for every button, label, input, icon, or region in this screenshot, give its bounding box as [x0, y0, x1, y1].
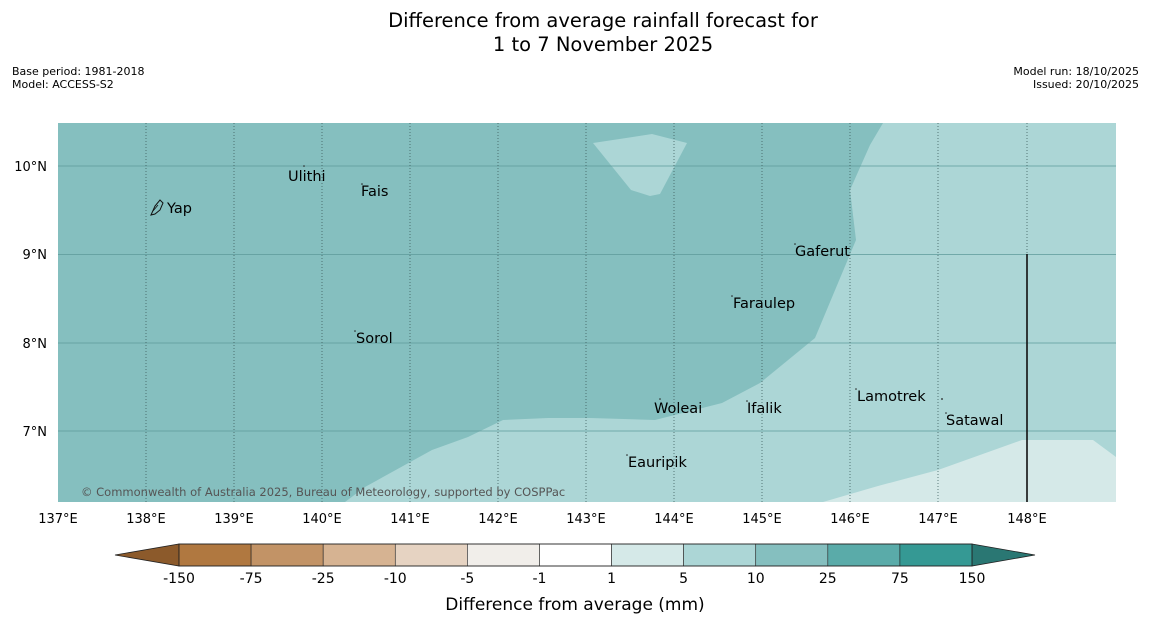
issued-text: Issued: 20/10/2025 — [1032, 78, 1139, 91]
lon-label-148e: 148°E — [1007, 512, 1047, 527]
colorbar-box — [683, 543, 757, 567]
lat-label-7n: 7°N — [23, 425, 48, 440]
island-dots — [303, 165, 947, 456]
colorbar-tick-label: 25 — [819, 571, 837, 587]
colorbar: -150 -75 -25 -10 -5 -1 1 5 10 25 75 150 Difference … — [114, 543, 1036, 615]
meta-right: Model run: 18/10/2025 Issued: 20/10/2025 — [1013, 65, 1139, 91]
colorbar-extend-low — [114, 543, 180, 567]
place-eauripik: Eauripik — [628, 455, 687, 471]
model-text: Model: ACCESS-S2 — [12, 78, 114, 91]
colorbar-box — [899, 543, 973, 567]
colorbar-tick-label: -75 — [240, 571, 263, 587]
colorbar-box — [539, 543, 612, 567]
longitude-labels: 137°E 138°E 139°E 140°E 141°E 142°E 143°… — [38, 512, 1047, 527]
colorbar-tick-label: 75 — [891, 571, 909, 587]
model-run-text: Model run: 18/10/2025 — [1013, 65, 1139, 78]
place-sorol: Sorol — [356, 331, 393, 347]
place-woleai: Woleai — [654, 401, 702, 417]
colorbar-tick-label: 5 — [679, 571, 688, 587]
place-satawal: Satawal — [946, 413, 1003, 429]
meta-left: Base period: 1981-2018 Model: ACCESS-S2 — [12, 65, 144, 91]
colorbar-tick-label: -25 — [312, 571, 335, 587]
lon-label-137e: 137°E — [38, 512, 78, 527]
lon-label-139e: 139°E — [214, 512, 254, 527]
colorbar-tick-label: 10 — [747, 571, 765, 587]
place-faraulep: Faraulep — [733, 296, 795, 312]
lon-label-147e: 147°E — [918, 512, 958, 527]
place-fais: Fais — [361, 184, 388, 200]
lon-label-138e: 138°E — [126, 512, 166, 527]
place-yap: Yap — [166, 201, 192, 217]
copyright-text: © Commonwealth of Australia 2025, Bureau… — [81, 485, 565, 499]
title-line-1: Difference from average rainfall forecas… — [388, 9, 818, 32]
colorbar-box — [178, 543, 252, 567]
region-5-to-10-north — [593, 134, 687, 196]
colorbar-box — [755, 543, 829, 567]
colorbar-tick-label: -1 — [532, 571, 546, 587]
lon-label-146e: 146°E — [830, 512, 870, 527]
colorbar-tick-label: -150 — [163, 571, 195, 587]
lon-label-142e: 142°E — [478, 512, 518, 527]
place-ulithi: Ulithi — [288, 169, 326, 185]
lon-label-140e: 140°E — [302, 512, 342, 527]
latitude-labels: 10°N 9°N 8°N 7°N — [14, 160, 47, 440]
map-area: Yap Ulithi Fais Gaferut Faraulep Sorol W… — [58, 123, 1116, 502]
base-period-text: Base period: 1981-2018 — [12, 65, 145, 78]
colorbar-tick-label: -10 — [384, 571, 407, 587]
place-ifalik: Ifalik — [747, 401, 782, 417]
colorbar-extend-high — [971, 543, 1036, 567]
title-line-2: 1 to 7 November 2025 — [492, 33, 714, 56]
region-1-to-5 — [823, 440, 1116, 502]
region-5-to-10 — [345, 123, 1116, 502]
longitude-lines — [145, 123, 1028, 502]
colorbar-frame — [178, 543, 973, 567]
colorbar-box — [827, 543, 901, 567]
lat-label-10n: 10°N — [14, 160, 47, 175]
yap-island-detail-icon — [152, 204, 159, 212]
colorbar-tick-label: 1 — [607, 571, 616, 587]
colorbar-box — [250, 543, 324, 567]
colorbar-tick-label: 150 — [959, 571, 986, 587]
lat-label-8n: 8°N — [23, 337, 48, 352]
map-title: Difference from average rainfall forecas… — [0, 9, 1150, 57]
lon-label-145e: 145°E — [742, 512, 782, 527]
colorbar-box — [322, 543, 396, 567]
place-gaferut: Gaferut — [795, 244, 850, 260]
colorbar-box — [394, 543, 468, 567]
lon-label-143e: 143°E — [566, 512, 606, 527]
place-lamotrek: Lamotrek — [857, 389, 926, 405]
colorbar-label: Difference from average (mm) — [445, 595, 704, 615]
colorbar-tick-label: -5 — [460, 571, 474, 587]
colorbar-box — [611, 543, 684, 567]
yap-island-icon — [150, 199, 164, 216]
lon-label-144e: 144°E — [654, 512, 694, 527]
lat-label-9n: 9°N — [23, 248, 48, 263]
colorbar-box — [467, 543, 540, 567]
lon-label-141e: 141°E — [390, 512, 430, 527]
